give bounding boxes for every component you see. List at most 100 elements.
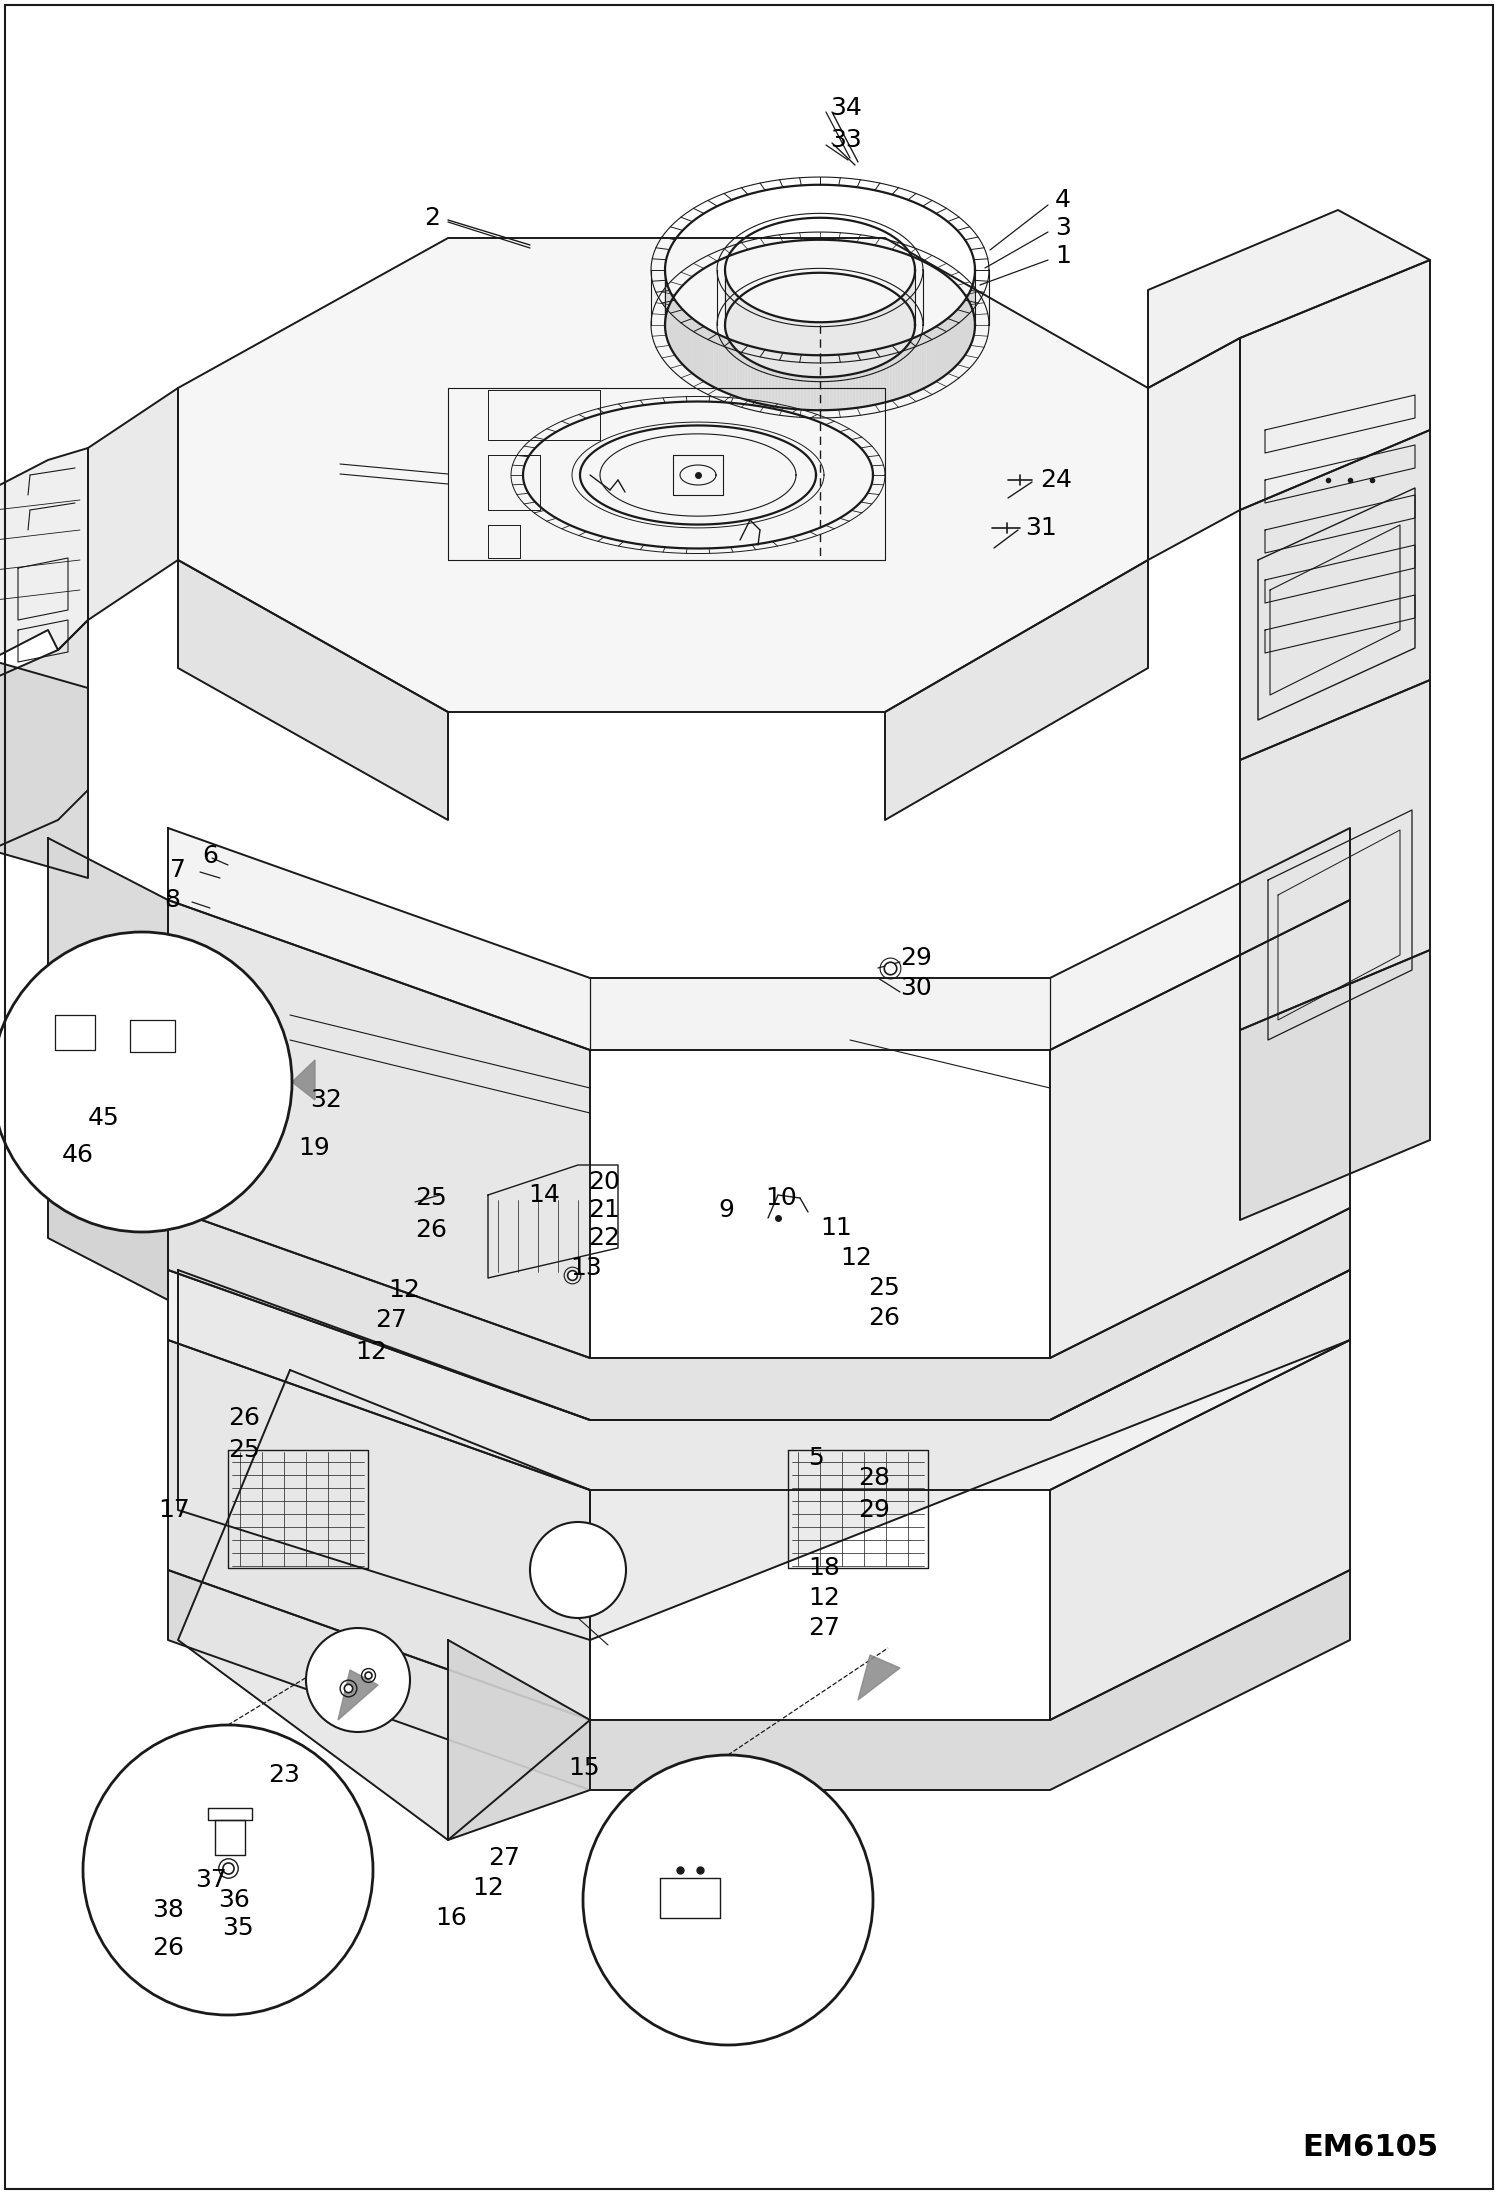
Text: 12: 12 [388,1277,419,1301]
Polygon shape [821,355,825,410]
Text: 32: 32 [310,1088,342,1112]
Polygon shape [810,323,813,377]
Polygon shape [733,340,736,397]
Text: 33: 33 [830,127,861,151]
Polygon shape [0,660,88,878]
Circle shape [306,1628,410,1731]
Polygon shape [789,320,791,375]
Text: 6: 6 [202,845,219,869]
Polygon shape [860,351,863,408]
Polygon shape [854,318,857,373]
Polygon shape [828,323,831,377]
Polygon shape [854,353,857,408]
Polygon shape [798,320,801,375]
Polygon shape [701,325,703,382]
Polygon shape [831,323,833,377]
Polygon shape [792,353,795,410]
Polygon shape [885,559,1147,821]
Text: 27: 27 [807,1617,840,1639]
Polygon shape [863,316,866,371]
Polygon shape [869,314,870,371]
Polygon shape [798,355,801,410]
Polygon shape [911,338,912,395]
Polygon shape [168,1270,1350,1490]
Polygon shape [759,312,761,366]
Polygon shape [779,316,780,373]
Polygon shape [756,309,758,364]
Polygon shape [752,347,755,402]
Polygon shape [1240,680,1431,1029]
Text: 8: 8 [163,889,180,913]
Polygon shape [776,316,779,373]
Polygon shape [878,312,881,366]
Polygon shape [774,316,776,371]
Polygon shape [863,351,867,406]
Polygon shape [746,344,749,402]
Text: 3: 3 [1055,215,1071,239]
Text: 13: 13 [571,1255,602,1279]
Polygon shape [915,336,918,393]
Text: 11: 11 [819,1215,852,1240]
Text: 12: 12 [807,1586,840,1610]
Polygon shape [881,309,882,366]
Polygon shape [740,342,743,399]
Polygon shape [1147,211,1431,388]
Text: 20: 20 [589,1169,620,1194]
Circle shape [82,1724,373,2014]
Polygon shape [292,1060,315,1099]
Text: 29: 29 [858,1499,890,1523]
Polygon shape [719,336,722,391]
Polygon shape [783,318,786,373]
Polygon shape [894,344,897,399]
Polygon shape [885,347,888,402]
Polygon shape [954,312,956,369]
Polygon shape [761,312,762,366]
Polygon shape [819,323,821,377]
Polygon shape [689,316,691,373]
Polygon shape [848,320,851,375]
Polygon shape [1240,950,1431,1220]
Polygon shape [941,323,944,377]
Polygon shape [825,323,827,377]
Text: 36: 36 [219,1889,250,1911]
Text: 10: 10 [765,1187,797,1211]
Polygon shape [48,1145,168,1301]
Polygon shape [761,349,764,404]
Text: 12: 12 [840,1246,872,1270]
Polygon shape [902,342,905,397]
Polygon shape [905,340,908,397]
Polygon shape [867,351,870,406]
Polygon shape [773,316,774,371]
Text: 24: 24 [1040,467,1073,491]
Polygon shape [773,351,776,406]
Polygon shape [921,333,923,391]
Polygon shape [815,323,816,377]
Polygon shape [715,333,718,388]
Text: 4: 4 [1055,189,1071,213]
Polygon shape [833,323,834,377]
Polygon shape [945,318,947,375]
Polygon shape [762,312,764,366]
Polygon shape [930,329,932,384]
Polygon shape [764,349,767,406]
Polygon shape [758,349,761,404]
Polygon shape [827,323,828,377]
Polygon shape [178,1270,1350,1639]
Polygon shape [712,331,715,388]
Text: 23: 23 [268,1764,300,1786]
Polygon shape [686,314,688,369]
Polygon shape [947,318,948,373]
Polygon shape [727,338,730,395]
Polygon shape [339,1670,377,1720]
Polygon shape [448,1639,590,1841]
Polygon shape [882,347,885,404]
Polygon shape [918,336,921,391]
Polygon shape [801,320,803,377]
Polygon shape [857,318,858,373]
Polygon shape [876,349,879,404]
Polygon shape [845,353,848,410]
Polygon shape [743,344,746,399]
Polygon shape [939,323,941,380]
Polygon shape [758,309,759,366]
Polygon shape [842,353,845,410]
